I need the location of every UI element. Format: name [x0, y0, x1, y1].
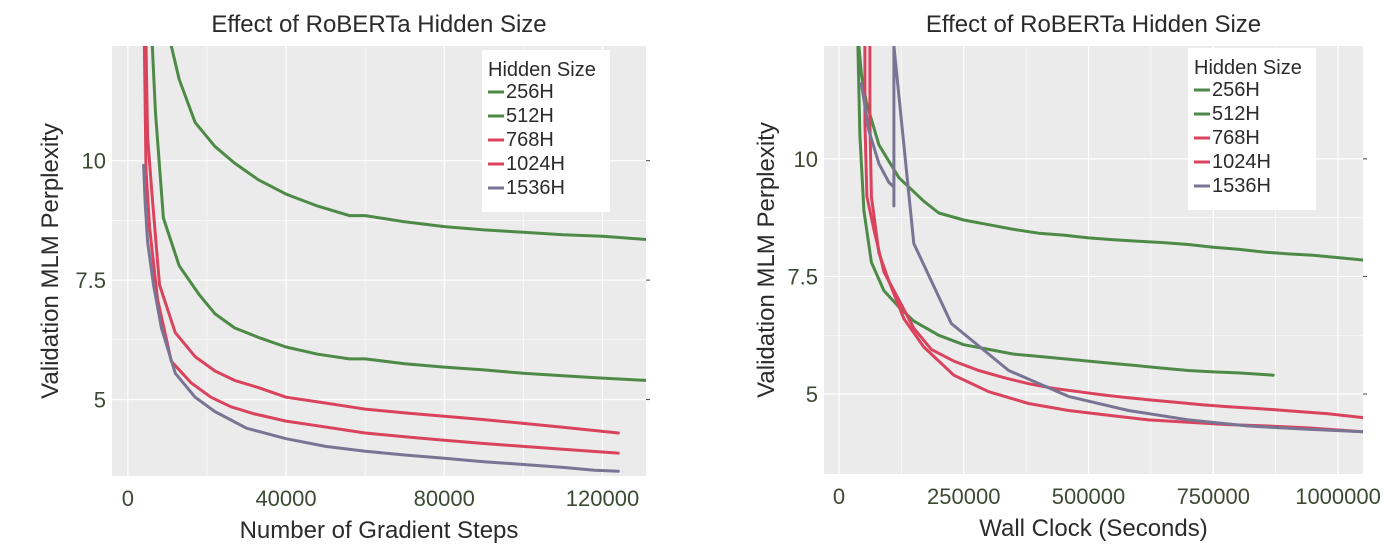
- x-tick-label: 0: [122, 486, 134, 511]
- legend-label-256H: 256H: [506, 81, 554, 103]
- x-tick-label: 40000: [255, 486, 316, 511]
- series-group: [856, 46, 1363, 434]
- x-axis-label: Number of Gradient Steps: [240, 517, 519, 544]
- chart-title: Effect of RoBERTa Hidden Size: [926, 11, 1261, 38]
- left-chart: 5 7.5 10 0 40000 80000 120000 Effect of RoBERTa…: [0, 0, 700, 552]
- x-tick-label: 250000: [927, 484, 1000, 509]
- x-tick-label: 120000: [566, 486, 639, 511]
- series-line-256H: [169, 46, 646, 241]
- legend-label-512H: 512H: [1212, 103, 1260, 125]
- x-axis-label: Wall Clock (Seconds): [979, 515, 1208, 542]
- x-tick-label: 0: [833, 484, 845, 509]
- series-group: [142, 46, 646, 473]
- legend-title: Hidden Size: [1194, 57, 1302, 79]
- left-chart-svg: 5 7.5 10 0 40000 80000 120000 Effect of RoBERTa…: [37, 11, 650, 544]
- x-tick-label: 1000000: [1295, 484, 1381, 509]
- right-chart-svg: 5 7.5 10 0 250000 500000 750000 1000000 Effect o…: [753, 11, 1381, 542]
- series-line-512H: [856, 46, 1275, 377]
- chart-title: Effect of RoBERTa Hidden Size: [211, 11, 546, 38]
- x-tick-label: 500000: [1052, 484, 1125, 509]
- y-axis-label: Validation MLM Perplexity: [37, 123, 64, 399]
- legend-box: [1188, 48, 1316, 210]
- series-line-256H: [857, 46, 1363, 262]
- y-tick-label: 5: [806, 382, 818, 407]
- legend-label-768H: 768H: [1212, 127, 1260, 149]
- legend-label-1536H: 1536H: [1212, 175, 1271, 197]
- legend-label-1024H: 1024H: [1212, 151, 1271, 173]
- x-tick-label: 80000: [414, 486, 475, 511]
- legend-label-1536H: 1536H: [506, 177, 565, 199]
- right-chart: 5 7.5 10 0 250000 500000 750000 1000000 Effect o…: [710, 0, 1400, 552]
- legend-box: [482, 50, 610, 212]
- legend-label-1024H: 1024H: [506, 153, 565, 175]
- legend-title: Hidden Size: [488, 59, 596, 81]
- series-line-1536H: [142, 163, 620, 473]
- legend-label-512H: 512H: [506, 105, 554, 127]
- x-tick-label: 750000: [1177, 484, 1250, 509]
- y-tick-label: 5: [94, 388, 106, 413]
- series-line-768H: [144, 46, 620, 435]
- y-tick-label: 10: [794, 147, 818, 172]
- y-tick-label: 7.5: [787, 264, 818, 289]
- y-tick-label: 10: [82, 149, 106, 174]
- legend-label-768H: 768H: [506, 129, 554, 151]
- y-axis-label: Validation MLM Perplexity: [753, 122, 780, 398]
- y-tick-label: 7.5: [75, 268, 106, 293]
- series-line-512H: [150, 46, 646, 382]
- series-line-1536H: [859, 46, 1363, 434]
- legend-label-256H: 256H: [1212, 79, 1260, 101]
